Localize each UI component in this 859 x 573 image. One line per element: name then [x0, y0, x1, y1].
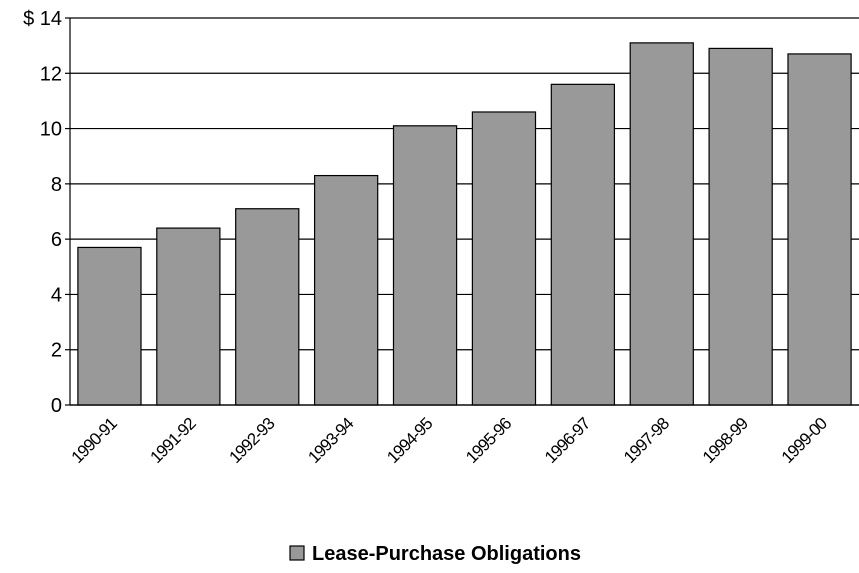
y-tick-label: 8	[51, 174, 62, 196]
x-tick-label: 1992-93	[225, 414, 278, 467]
legend-label: Lease-Purchase Obligations	[312, 543, 581, 565]
x-tick-label: 1991-92	[147, 414, 200, 467]
bar	[471, 111, 537, 406]
bar	[77, 246, 142, 406]
x-tick-label: 1996-97	[541, 414, 594, 467]
bar	[156, 227, 221, 406]
x-tick-label: 1993-94	[304, 414, 357, 467]
bar	[708, 47, 773, 406]
legend-swatch	[289, 545, 305, 561]
bar	[313, 174, 379, 406]
x-tick-label: 1997-98	[620, 414, 673, 467]
y-tick-label: 12	[40, 63, 62, 85]
y-tick-label: 2	[51, 340, 62, 362]
bar	[787, 53, 852, 406]
x-tick-label: 1994-95	[383, 414, 436, 467]
bar	[550, 83, 616, 406]
y-tick-label: 0	[51, 395, 62, 417]
x-tick-label: 1998-99	[699, 414, 752, 467]
bar	[235, 208, 300, 406]
x-tick-label: 1990-91	[68, 414, 121, 467]
y-tick-label: $ 14	[23, 8, 62, 30]
y-tick-label: 4	[51, 284, 62, 306]
y-tick-label: 6	[51, 229, 62, 251]
x-tick-label: 1995-96	[462, 414, 515, 467]
bar	[629, 42, 694, 406]
bar	[392, 125, 458, 406]
y-tick-label: 10	[40, 119, 62, 141]
x-tick-label: 1999-00	[778, 414, 831, 467]
